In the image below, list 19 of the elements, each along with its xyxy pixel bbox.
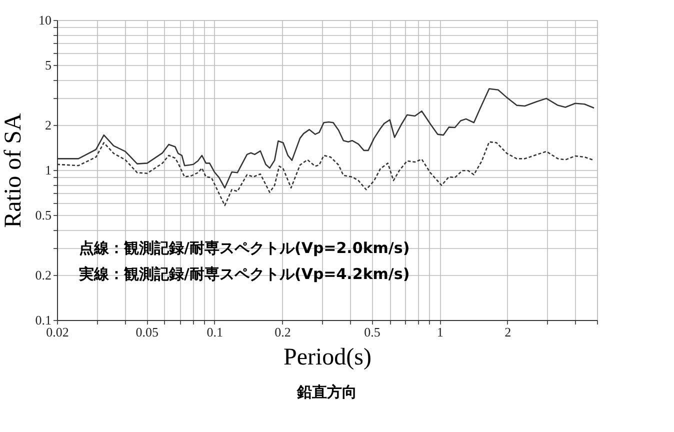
y-tick-label: 2	[45, 117, 52, 132]
y-tick-label: 10	[38, 12, 52, 28]
y-tick-label: 0.2	[35, 267, 52, 282]
x-tick-label: 0.1	[206, 324, 224, 340]
x-tick-label: 0.02	[46, 324, 69, 340]
x-tick-label: 2	[504, 324, 512, 340]
y-axis-title: Ratio of SA	[0, 112, 26, 228]
x-tick-label: 1	[436, 324, 444, 340]
x-tick-label: 0.2	[274, 324, 291, 340]
y-tick-label: 0.5	[35, 208, 52, 223]
text: 鉛直方向	[296, 383, 357, 401]
x-tick-label: 0.05	[136, 324, 158, 340]
y-tick-label: 0.1	[35, 312, 52, 328]
x-tick-label: 0.5	[364, 324, 380, 340]
x-axis-title: Period(s)	[284, 344, 372, 370]
annotation: 実線：観測記録/耐専スペクトル(Vp=4.2km/s)	[78, 265, 410, 283]
y-tick-label: 1	[45, 162, 52, 178]
annotation: 点線：観測記録/耐専スペクトル(Vp=2.0km/s)	[79, 239, 410, 257]
y-tick-label: 5	[45, 58, 52, 73]
